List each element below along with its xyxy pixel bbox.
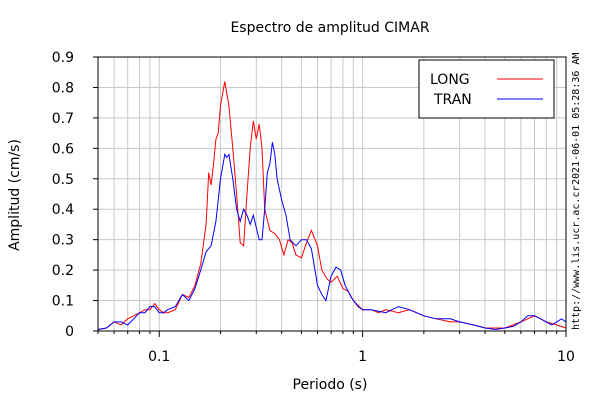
y-tick-label: 0.1 xyxy=(52,294,74,310)
legend: LONG TRAN xyxy=(418,59,555,119)
y-tick-label: 0.3 xyxy=(52,233,74,249)
series-line-tran xyxy=(97,142,567,331)
plot-frame xyxy=(97,56,567,332)
y-tick-label: 0.7 xyxy=(52,111,74,127)
x-tick-label: 0.1 xyxy=(148,349,170,365)
legend-label-long: LONG xyxy=(430,72,470,88)
legend-label-tran: TRAN xyxy=(433,92,472,108)
ticks: 0 0.1 0.2 0.3 0.4 0.5 0.6 0.7 0.8 0.9 0.1 1 10 xyxy=(52,50,575,365)
series-layer xyxy=(97,81,567,331)
y-tick-label: 0.8 xyxy=(52,80,74,96)
y-axis-label: Amplitud (cm/s) xyxy=(7,139,23,251)
y-tick-label: 0.5 xyxy=(52,172,74,188)
timestamp-label: 2021-06-01 05:28:36 AM xyxy=(571,52,582,185)
series-line-long xyxy=(97,81,567,330)
y-tick-label: 0.2 xyxy=(52,263,74,279)
grid xyxy=(97,57,566,331)
y-tick-label: 0.9 xyxy=(52,50,74,66)
chart-title: Espectro de amplitud CIMAR xyxy=(230,20,429,36)
x-tick-label: 1 xyxy=(358,349,367,365)
x-tick-label: 10 xyxy=(557,349,575,365)
source-url-label: http://www.lis.ucr.ac.cr xyxy=(571,185,582,331)
y-tick-label: 0.4 xyxy=(52,202,74,218)
legend-box xyxy=(418,59,555,119)
x-axis-label: Periodo (s) xyxy=(293,377,368,393)
y-tick-label: 0.6 xyxy=(52,141,74,157)
y-tick-label: 0 xyxy=(65,324,74,340)
